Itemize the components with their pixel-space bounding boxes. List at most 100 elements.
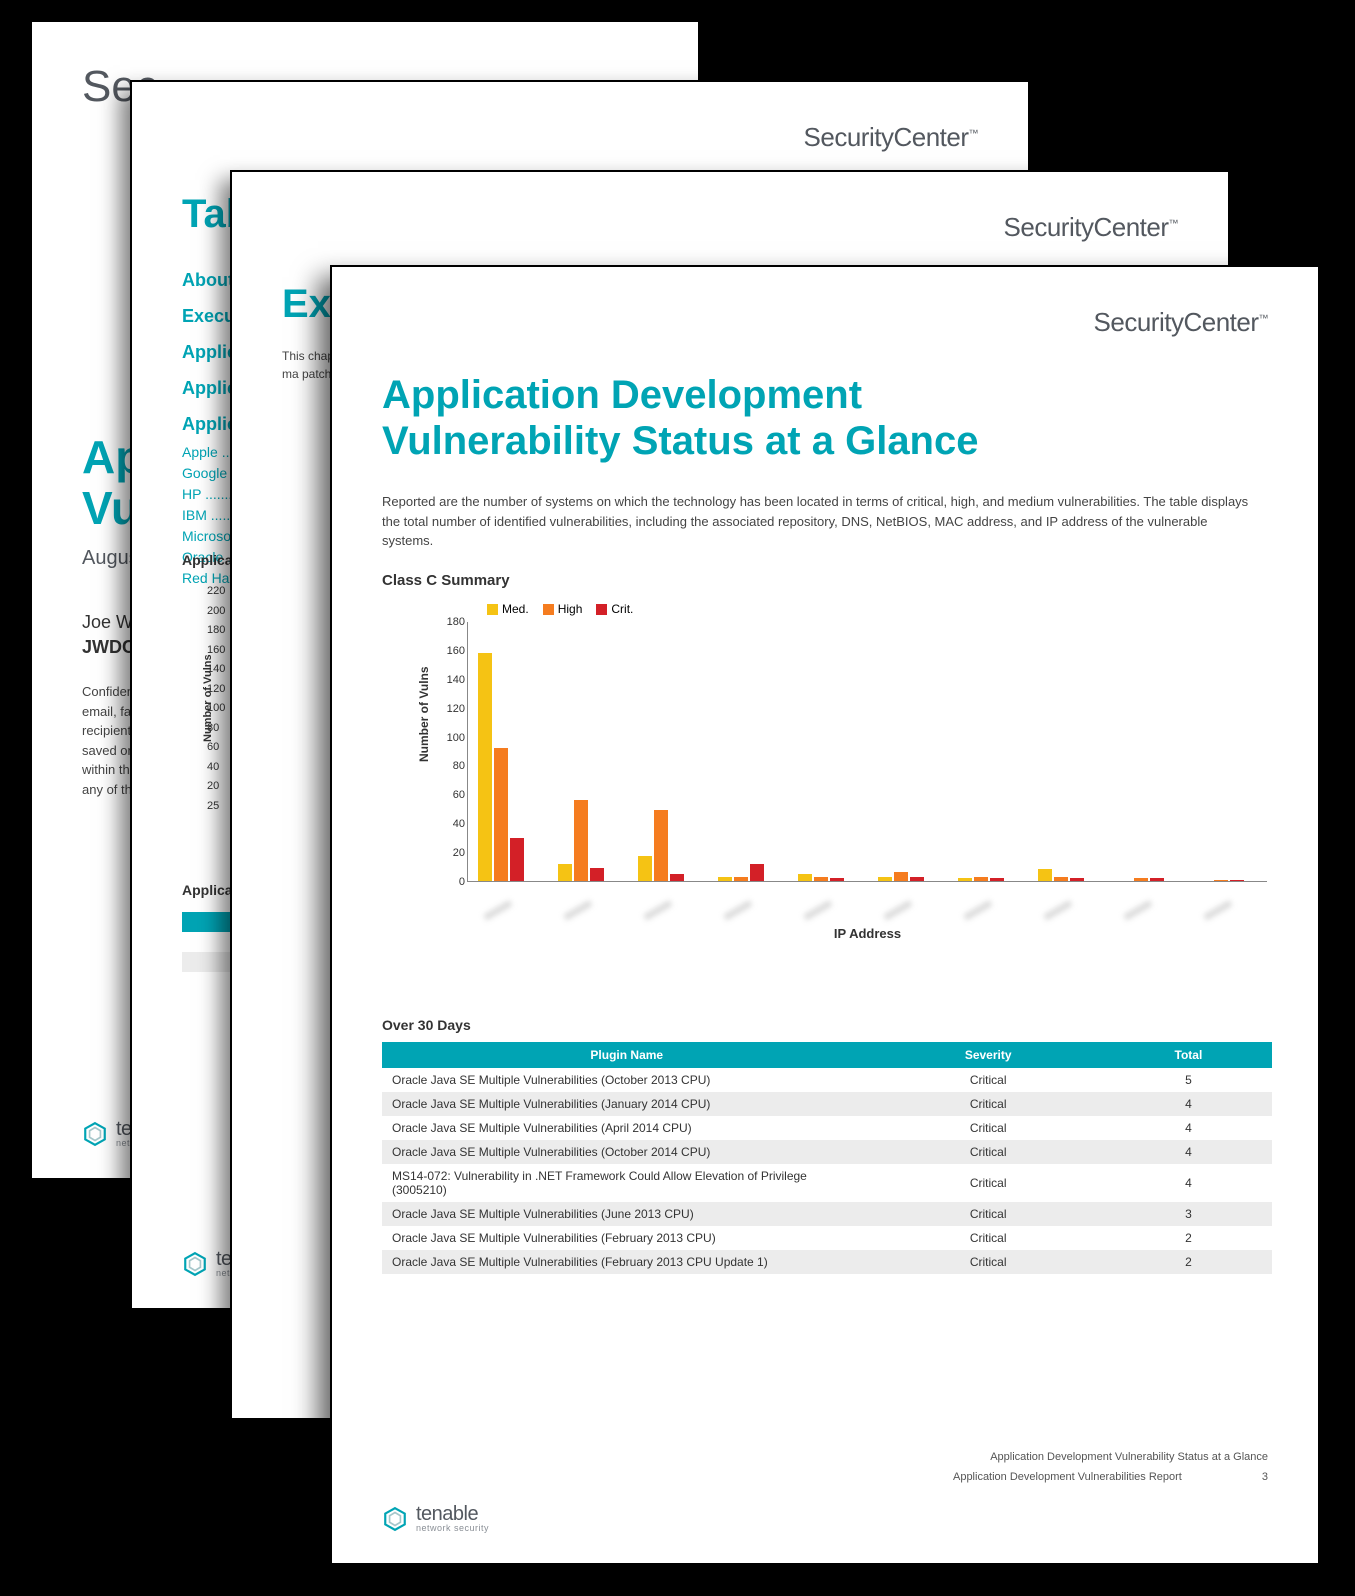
bar-high [1214,880,1228,881]
table-cell: 4 [1105,1092,1272,1116]
y-tick: 140 [445,674,465,686]
x-tick-blurred: xxxxxx [1189,891,1246,931]
table-row: Oracle Java SE Multiple Vulnerabilities … [382,1202,1272,1226]
table-header-cell: Plugin Name [382,1042,872,1068]
bar-med [638,856,652,881]
bar-high [494,748,508,881]
table-cell: MS14-072: Vulnerability in .NET Framewor… [382,1164,872,1202]
table-cell: Critical [872,1116,1105,1140]
table-cell: 4 [1105,1140,1272,1164]
hex-icon [82,1121,108,1147]
bar-group [1038,869,1084,881]
legend-swatch [596,604,607,615]
bar-high [814,877,828,881]
table-cell: Critical [872,1068,1105,1092]
bar-high [574,800,588,881]
bar-crit [830,878,844,881]
table-cell: Critical [872,1226,1105,1250]
table-cell: 2 [1105,1226,1272,1250]
legend-label: High [558,602,583,616]
bar-group [1118,878,1164,881]
table-cell: Critical [872,1092,1105,1116]
y-tick: 80 [445,760,465,772]
tenable-logo: tenablenetwork security [382,1504,489,1533]
bar-group [558,800,604,881]
bar-crit [510,838,524,881]
legend-item: Med. [487,602,529,616]
table-cell: Oracle Java SE Multiple Vulnerabilities … [382,1140,872,1164]
page-number: 3 [1262,1468,1268,1488]
table-row: MS14-072: Vulnerability in .NET Framewor… [382,1164,1272,1202]
hex-icon [182,1251,208,1277]
table-row: Oracle Java SE Multiple Vulnerabilities … [382,1116,1272,1140]
bar-crit [1230,880,1244,881]
legend-swatch [543,604,554,615]
footer-report-name: Application Development Vulnerabilities … [953,1468,1182,1488]
bar-high [974,877,988,881]
y-tick: 40 [445,818,465,830]
table-cell: Oracle Java SE Multiple Vulnerabilities … [382,1226,872,1250]
bar-high [654,810,668,881]
x-tick-blurred: xxxxxx [709,891,766,931]
bar-med [718,877,732,881]
bar-crit [750,864,764,881]
over-30-heading: Over 30 Days [382,1017,471,1033]
report-page-status: SecurityCenter™ Application Development … [330,265,1320,1565]
bar-high [1054,877,1068,881]
vulnerability-table: Plugin NameSeverityTotal Oracle Java SE … [382,1042,1272,1274]
brand-label: SecurityCenter™ [804,122,978,153]
table-cell: Oracle Java SE Multiple Vulnerabilities … [382,1250,872,1274]
legend-label: Med. [502,602,529,616]
page-description: Reported are the number of systems on wh… [382,492,1262,551]
table-header-cell: Total [1105,1042,1272,1068]
table-cell: Critical [872,1140,1105,1164]
x-tick-blurred: xxxxxx [469,891,526,931]
table-cell: 4 [1105,1116,1272,1140]
table-header-cell: Severity [872,1042,1105,1068]
x-tick-blurred: xxxxxx [789,891,846,931]
y-tick: 180 [445,616,465,628]
legend-item: High [543,602,583,616]
bar-group [878,872,924,881]
bar-group [718,864,764,881]
page-footer: Application Development Vulnerability St… [953,1448,1268,1488]
ytick-stub: 2202001801601401201008060402025 [207,582,225,816]
table-cell: 4 [1105,1164,1272,1202]
x-tick-blurred: xxxxxx [949,891,1006,931]
bar-group [798,874,844,881]
legend-item: Crit. [596,602,633,616]
x-axis-label: IP Address [834,926,901,941]
bar-crit [1070,878,1084,881]
bar-high [734,877,748,881]
bar-group [638,810,684,881]
bar-crit [670,874,684,881]
y-tick: 120 [445,703,465,715]
table-row: Oracle Java SE Multiple Vulnerabilities … [382,1250,1272,1274]
legend-label: Crit. [611,602,633,616]
table-cell: 2 [1105,1250,1272,1274]
table-cell: 3 [1105,1202,1272,1226]
bar-med [1038,869,1052,881]
y-tick: 160 [445,645,465,657]
bar-crit [1150,878,1164,881]
bar-med [478,653,492,881]
bar-crit [990,878,1004,881]
x-tick-blurred: xxxxxx [1109,891,1166,931]
bar-med [558,864,572,881]
y-tick: 100 [445,732,465,744]
table-row: Oracle Java SE Multiple Vulnerabilities … [382,1226,1272,1250]
brand-label: SecurityCenter™ [1004,212,1178,243]
table-cell: Oracle Java SE Multiple Vulnerabilities … [382,1202,872,1226]
table-row: Oracle Java SE Multiple Vulnerabilities … [382,1140,1272,1164]
bar-group [1198,880,1244,881]
bar-crit [590,868,604,881]
legend-swatch [487,604,498,615]
x-tick-blurred: xxxxxx [869,891,926,931]
bar-high [1134,878,1148,881]
table-cell: 5 [1105,1068,1272,1092]
x-tick-blurred: xxxxxx [1029,891,1086,931]
bar-med [798,874,812,881]
table-cell: Oracle Java SE Multiple Vulnerabilities … [382,1068,872,1092]
y-tick: 60 [445,789,465,801]
table-cell: Oracle Java SE Multiple Vulnerabilities … [382,1092,872,1116]
